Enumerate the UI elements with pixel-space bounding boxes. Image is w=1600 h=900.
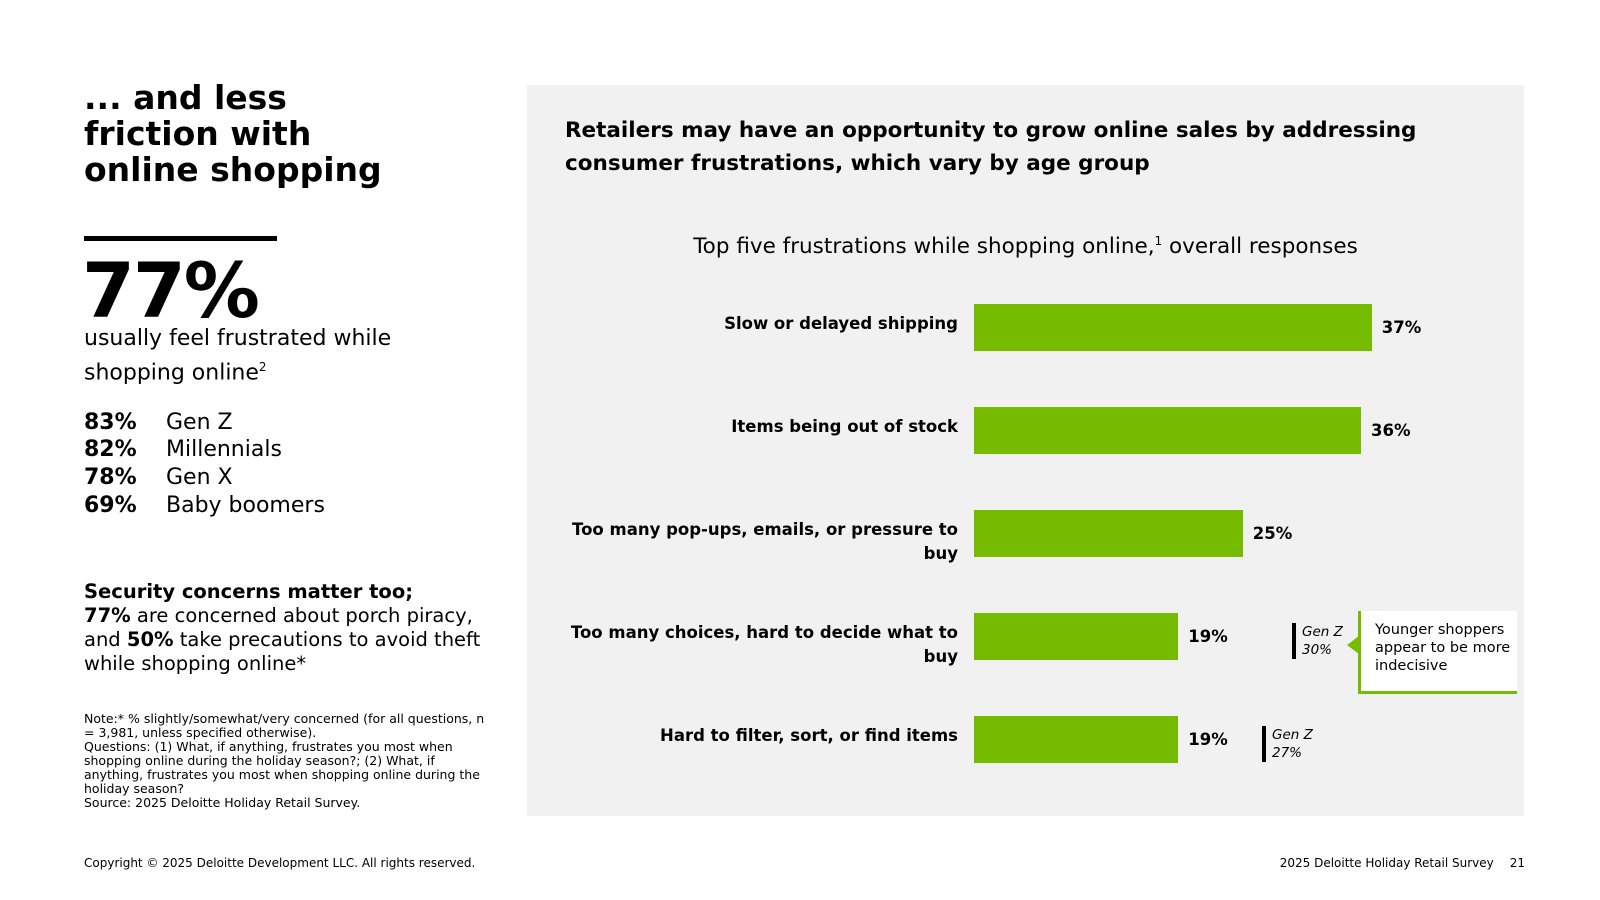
category-label: Too many choices, hard to decide what to…: [570, 623, 958, 666]
headline-divider: [84, 236, 277, 241]
annotation-value: 27%: [1272, 745, 1303, 761]
category-label: Too many pop-ups, emails, or pressure to…: [572, 520, 958, 563]
chart-title-footnote: 1: [1154, 234, 1163, 248]
category-label: Hard to filter, sort, or find items: [660, 726, 958, 745]
note-text: Note:* % slightly/somewhat/very concerne…: [84, 711, 485, 740]
bar-value-label: 19%: [1188, 627, 1228, 646]
generation-pct: 69%: [84, 493, 137, 518]
page-number: 21: [1509, 856, 1525, 870]
bar: [974, 613, 1179, 660]
chart-title: Top five frustrations while shopping onl…: [527, 226, 1524, 262]
bar: [974, 304, 1372, 351]
chart-title-suffix: overall responses: [1162, 234, 1358, 260]
gen-z-annotation: Gen Z 27%: [1262, 726, 1313, 762]
questions-text: Questions: (1) What, if anything, frustr…: [84, 739, 480, 796]
key-stat-footnote: 2: [258, 360, 267, 374]
source-text: Source: 2025 Deloitte Holiday Retail Sur…: [84, 795, 361, 810]
footer-right: 2025 Deloitte Holiday Retail Survey 21: [1280, 855, 1525, 871]
annotation-label: Gen Z: [1302, 624, 1343, 640]
report-name: 2025 Deloitte Holiday Retail Survey: [1279, 856, 1494, 870]
generation-row: 69% Baby boomers: [84, 492, 384, 520]
bar-value-label: 36%: [1371, 421, 1411, 440]
and-text: and: [84, 628, 127, 651]
bar-value-label: 25%: [1252, 524, 1293, 543]
key-stat-text: usually feel frustrated while shopping o…: [84, 326, 392, 386]
notes-block: Note:* % slightly/somewhat/very concerne…: [84, 712, 494, 810]
page-headline: ... and less friction with online shoppi…: [84, 78, 382, 189]
porch-piracy-text: are concerned about porch piracy,: [130, 604, 473, 627]
annotation-value: 30%: [1302, 642, 1333, 658]
panel-title: Retailers may have an opportunity to gro…: [565, 118, 1417, 176]
chart-title-text: Top five frustrations while shopping onl…: [693, 234, 1155, 260]
generation-row: 82% Millennials: [84, 436, 384, 464]
callout-text: Younger shoppers appear to be more indec…: [1375, 622, 1511, 674]
security-stat-block: Security concerns matter too; 77% are co…: [84, 580, 484, 676]
precaution-pct: 50%: [126, 628, 174, 651]
key-stat-description: usually feel frustrated while shopping o…: [84, 325, 424, 387]
precaution-text: take precautions to avoid theft while sh…: [84, 628, 481, 675]
callout-box: Younger shoppers appear to be more indec…: [1358, 611, 1517, 694]
generation-pct: 78%: [84, 465, 137, 490]
category-label: Items being out of stock: [731, 417, 958, 436]
security-heading: Security concerns matter too;: [84, 580, 414, 603]
bar-value-label: 37%: [1381, 318, 1422, 337]
annotation-label: Gen Z: [1272, 727, 1313, 743]
generation-name: Baby boomers: [166, 493, 325, 518]
callout-pointer: [1347, 636, 1359, 654]
generation-name: Gen X: [166, 465, 233, 490]
generation-name: Millennials: [166, 437, 282, 462]
generation-name: Gen Z: [166, 410, 233, 435]
porch-piracy-pct: 77%: [84, 604, 131, 627]
generation-pct: 83%: [84, 410, 137, 435]
bar-value-label: 19%: [1188, 730, 1228, 749]
copyright-text: Copyright © 2025 Deloitte Development LL…: [84, 856, 476, 870]
bar: [974, 510, 1243, 557]
bar: [974, 407, 1361, 454]
gen-z-annotation: Gen Z 30%: [1292, 623, 1343, 659]
generation-row: 83% Gen Z: [84, 409, 384, 437]
generation-pct: 82%: [84, 437, 137, 462]
generation-row: 78% Gen X: [84, 464, 384, 492]
bar: [974, 716, 1179, 763]
key-stat-value: 77%: [82, 246, 260, 335]
category-label: Slow or delayed shipping: [724, 314, 958, 333]
